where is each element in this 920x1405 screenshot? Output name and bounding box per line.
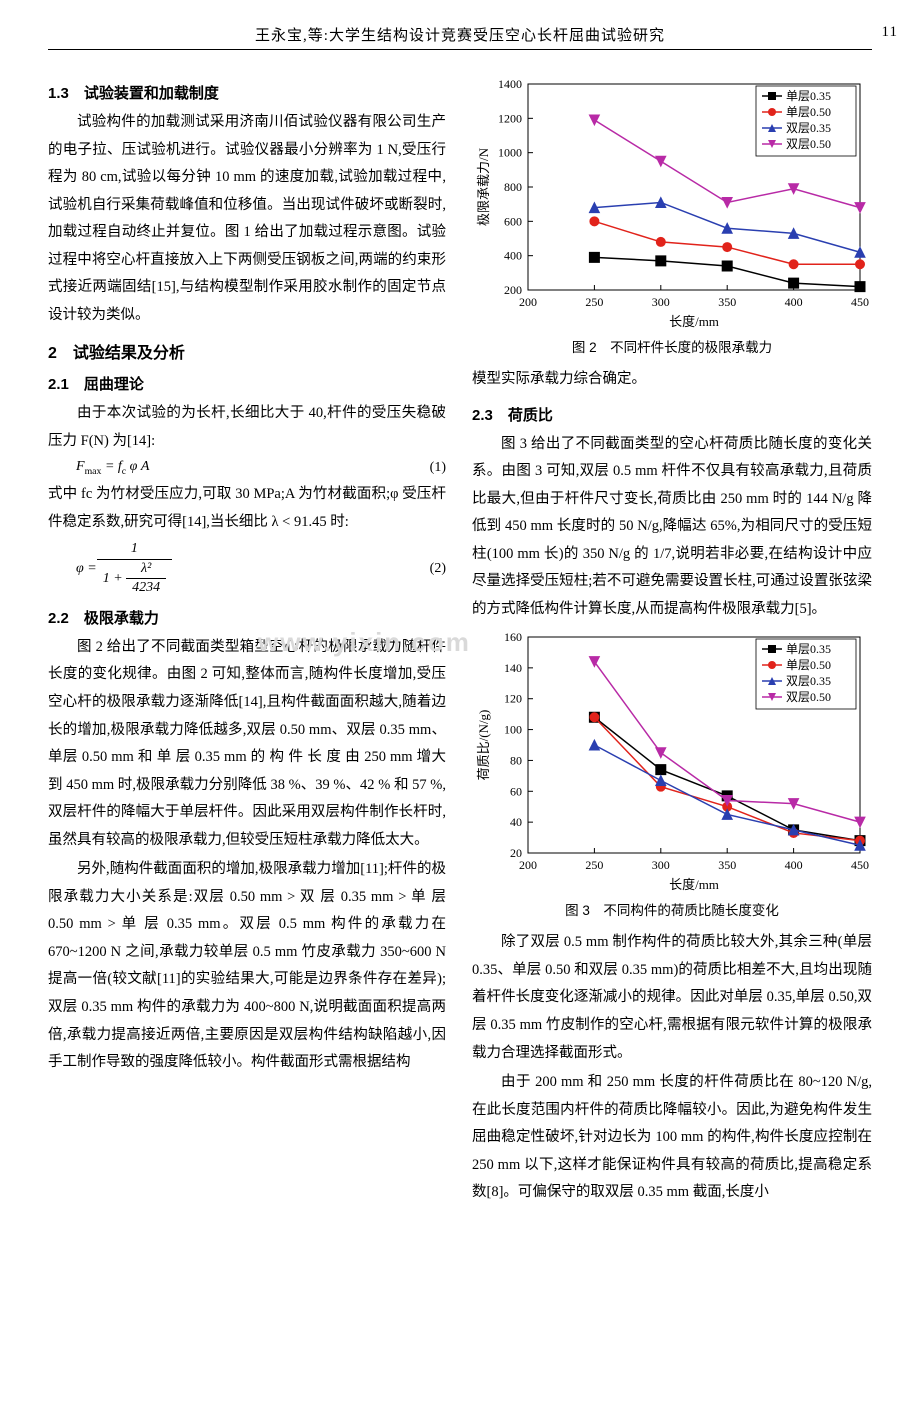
svg-text:200: 200	[519, 295, 537, 309]
svg-text:250: 250	[585, 295, 603, 309]
svg-text:100: 100	[504, 723, 522, 737]
sec-2-3-para-1: 图 3 给出了不同截面类型的空心杆荷质比随长度的变化关系。由图 3 可知,双层 …	[472, 431, 872, 624]
svg-text:800: 800	[504, 180, 522, 194]
page-number: 11	[882, 24, 898, 41]
svg-text:200: 200	[504, 283, 522, 297]
figure-2-chart: 200 250 300 350 400 450 200 400 600 800 1000 1200 14…	[472, 72, 872, 332]
svg-text:20: 20	[510, 846, 522, 860]
svg-text:80: 80	[510, 754, 522, 768]
running-head-text: 王永宝,等:大学生结构设计竞赛受压空心长杆屈曲试验研究	[255, 28, 665, 44]
eq2-outer-frac: 1 1 + λ² 4234	[97, 540, 172, 597]
svg-text:120: 120	[504, 692, 522, 706]
eq2-number: (2)	[406, 561, 446, 577]
svg-text:1000: 1000	[498, 146, 522, 160]
svg-text:单层0.35: 单层0.35	[786, 642, 831, 656]
eq2-inner-den: 4234	[126, 579, 166, 597]
svg-text:250: 250	[585, 858, 603, 872]
sec-2-1-para-1: 由于本次试验的为长杆,长细比大于 40,杆件的受压失稳破压力 F(N) 为[14…	[48, 400, 446, 455]
sec-2-2-para-2: 另外,随构件截面面积的增加,极限承载力增加[11];杆件的极限承载力大小关系是:…	[48, 856, 446, 1076]
sec-2-2-para-1: 图 2 给出了不同截面类型箱型空心杆的极限承载力随杆件长度的变化规律。由图 2 …	[48, 634, 446, 854]
eq2-inner-num: λ²	[126, 560, 166, 579]
eq1-rhs2: φ A	[126, 459, 149, 474]
svg-text:双层0.50: 双层0.50	[786, 690, 831, 704]
eq1-lhs-sub: max	[85, 466, 102, 477]
eq2-den-left: 1 +	[103, 570, 126, 585]
sec-2-3-para-2: 除了双层 0.5 mm 制作构件的荷质比较大外,其余三种(单层 0.35、单层 …	[472, 929, 872, 1067]
svg-text:450: 450	[851, 858, 869, 872]
sec-2-1-para-2: 式中 fc 为竹材受压应力,可取 30 MPa;A 为竹材截面积;φ 受压杆件稳…	[48, 481, 446, 536]
eq2-outer-num: 1	[97, 540, 172, 559]
sec-2-3-para-3: 由于 200 mm 和 250 mm 长度的杆件荷质比在 80~120 N/g,…	[472, 1069, 872, 1207]
after-fig2-para: 模型实际承载力综合确定。	[472, 366, 872, 394]
eq1-number: (1)	[406, 460, 446, 476]
equation-2: φ = 1 1 + λ² 4234 (2)	[48, 540, 446, 597]
left-column: 1.3 试验装置和加载制度 试验构件的加载测试采用济南川佰试验仪器有限公司生产的…	[48, 72, 446, 1209]
svg-text:荷质比/(N/g): 荷质比/(N/g)	[476, 710, 491, 781]
right-column: 200 250 300 350 400 450 200 400 600 800 1000 1200 14…	[472, 72, 872, 1209]
eq1-lhs: F	[76, 459, 85, 474]
svg-text:400: 400	[785, 858, 803, 872]
svg-text:长度/mm: 长度/mm	[669, 314, 719, 329]
svg-text:40: 40	[510, 816, 522, 830]
svg-text:160: 160	[504, 630, 522, 644]
svg-text:300: 300	[652, 858, 670, 872]
sec-2-1-title: 2.1 屈曲理论	[48, 373, 446, 394]
svg-text:400: 400	[504, 249, 522, 263]
eq2-phi: φ =	[76, 561, 97, 577]
svg-text:140: 140	[504, 661, 522, 675]
sec-2-3-title: 2.3 荷质比	[472, 404, 872, 425]
fig3-svg: 200 250 300 350 400 450 20 40 60 80 100 120 140 160 长度…	[472, 625, 872, 895]
svg-text:450: 450	[851, 295, 869, 309]
eq2-inner-frac: λ² 4234	[126, 560, 166, 597]
figure-3-chart: 200 250 300 350 400 450 20 40 60 80 100 120 140 160 长度…	[472, 625, 872, 895]
equation-1: Fmax = fc φ A (1)	[48, 459, 446, 477]
sec-1-3-para: 试验构件的加载测试采用济南川佰试验仪器有限公司生产的电子拉、压试验机进行。试验仪…	[48, 109, 446, 329]
running-head: 王永宝,等:大学生结构设计竞赛受压空心长杆屈曲试验研究 11	[48, 24, 872, 45]
sec-2-title: 2 试验结果及分析	[48, 339, 446, 363]
svg-text:400: 400	[785, 295, 803, 309]
svg-text:1400: 1400	[498, 77, 522, 91]
svg-text:350: 350	[718, 858, 736, 872]
eq1-rhs: = f	[101, 459, 121, 474]
svg-text:1200: 1200	[498, 111, 522, 125]
svg-text:单层0.35: 单层0.35	[786, 89, 831, 103]
head-rule	[48, 49, 872, 50]
fig2-svg: 200 250 300 350 400 450 200 400 600 800 1000 1200 14…	[472, 72, 872, 332]
svg-text:长度/mm: 长度/mm	[669, 877, 719, 892]
sec-1-3-title: 1.3 试验装置和加载制度	[48, 82, 446, 103]
svg-text:双层0.50: 双层0.50	[786, 137, 831, 151]
svg-text:200: 200	[519, 858, 537, 872]
svg-text:单层0.50: 单层0.50	[786, 658, 831, 672]
figure-2-caption: 图 2 不同杆件长度的极限承载力	[472, 336, 872, 356]
svg-text:双层0.35: 双层0.35	[786, 674, 831, 688]
svg-text:60: 60	[510, 785, 522, 799]
svg-text:600: 600	[504, 214, 522, 228]
figure-3-caption: 图 3 不同构件的荷质比随长度变化	[472, 899, 872, 919]
svg-text:双层0.35: 双层0.35	[786, 121, 831, 135]
svg-text:单层0.50: 单层0.50	[786, 105, 831, 119]
sec-2-2-title: 2.2 极限承载力	[48, 607, 446, 628]
svg-text:极限承载力/N: 极限承载力/N	[476, 147, 491, 226]
svg-text:350: 350	[718, 295, 736, 309]
svg-text:300: 300	[652, 295, 670, 309]
